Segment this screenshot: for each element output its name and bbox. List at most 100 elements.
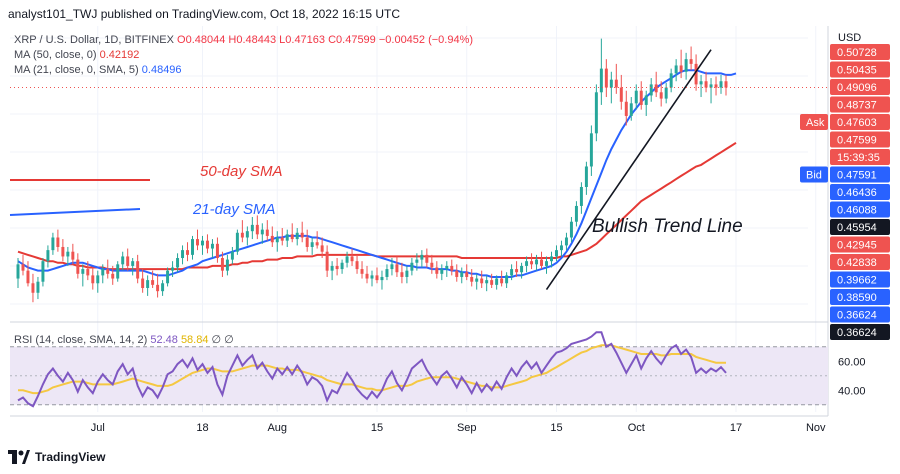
candle [599,38,603,105]
price-label-text: 0.38590 [837,292,877,304]
candle [520,262,524,279]
candle [71,243,75,265]
price-label-text: 0.50435 [837,65,877,77]
tradingview-logo-icon [8,450,30,464]
candle-body [495,278,499,285]
candle [365,265,369,284]
candle-body [71,251,75,260]
candle-body [106,269,110,274]
candle-body [365,273,369,279]
candle [475,273,479,290]
candle-body [345,256,349,263]
candle-body [260,229,264,235]
candle [609,71,613,104]
candle [220,251,224,277]
ohlc-values: O0.48044 H0.48443 L0.47163 C0.47599 −0.0… [177,34,474,46]
candle [270,226,274,247]
candle-body [265,229,269,236]
candle-body [475,278,479,282]
candle [380,270,384,290]
candle [450,259,454,276]
candle-body [709,84,713,88]
candle-body [205,240,209,249]
candle-body [554,250,558,257]
candle-body [694,63,698,85]
candle-body [410,262,414,271]
ask-tag: Ask [806,117,825,129]
candle-body [81,269,85,274]
candle [345,251,349,268]
candle [295,228,299,246]
candle [679,49,683,79]
candle-body [200,240,204,246]
candle [584,161,588,195]
candle-body [31,283,35,293]
candle [91,267,95,290]
candle-body [634,90,638,104]
candle-body [624,101,628,116]
candle-body [310,242,314,247]
candle-body [235,232,239,252]
candle [16,258,20,289]
legend-symbol-row: XRP / U.S. Dollar, 1D, BITFINEX O0.48044… [14,33,473,48]
rsi-pane [10,331,828,408]
candle [36,276,40,300]
publish-header: analyst101_TWJ published on TradingView.… [0,0,900,26]
candle-body [609,79,613,88]
candle [285,229,289,247]
price-label: 0.50435 [830,61,890,78]
time-axis-label: Oct [628,422,645,434]
candle [669,68,673,93]
candle-body [505,275,509,284]
candle-body [340,262,344,270]
candle [325,245,329,277]
price-label-text: 0.42945 [837,240,877,252]
ma50-value: 0.42192 [99,49,140,61]
candle-body [330,265,334,271]
ma21-label: MA (21, close, 0, SMA, 5) [14,64,139,76]
candle-body [545,261,548,266]
time-axis: Jul 18 Aug 15 Sep 15 Oct 17 Nov [91,422,826,434]
candle [445,261,449,277]
candle-body [101,269,105,276]
candles [16,38,728,303]
price-label-text: 0.46088 [837,205,877,217]
candle [250,216,254,240]
candle [205,234,209,254]
candle-body [116,264,120,279]
candle-body [470,276,474,282]
candle-body [61,246,65,257]
candle-body [599,68,603,93]
candle-body [619,87,623,102]
candle [310,237,314,255]
candle [136,254,140,284]
price-label-bg [830,114,890,130]
candle-body [111,273,115,279]
footer[interactable]: TradingView [8,450,105,464]
candle-body [460,272,464,277]
candle [81,264,85,287]
candle [305,229,309,252]
candle-body [649,84,653,96]
bullish-trend-line [545,49,712,291]
price-label-bg [830,44,890,60]
candle-body [56,237,60,247]
candle-body [579,186,583,206]
candle-body [440,269,444,274]
candle-body [305,237,309,247]
sma21-annotation: 21-day SMA [192,201,276,218]
ma50-label: MA (50, close, 0) [14,49,97,61]
candle-body [46,250,50,262]
candle-body [564,237,568,246]
candle-body [275,237,279,243]
candle-body [210,243,214,249]
candle-body [500,278,504,284]
brand-name: TradingView [35,450,106,464]
candle-body [320,245,324,252]
candle-body [360,269,364,274]
candle [579,182,583,214]
candle [545,256,548,274]
candle [151,270,155,289]
candle [589,125,593,176]
